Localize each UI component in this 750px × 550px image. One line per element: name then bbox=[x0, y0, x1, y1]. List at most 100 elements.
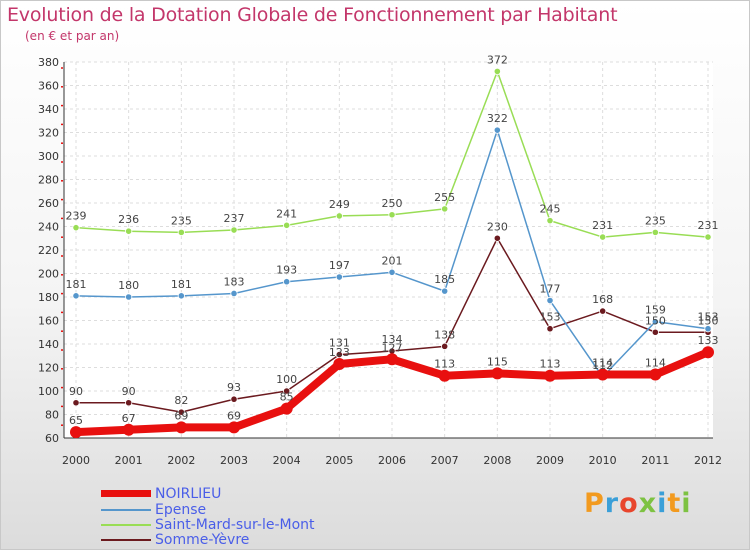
x-tick-label: 2009 bbox=[536, 454, 564, 467]
data-point bbox=[651, 228, 659, 236]
data-label: 193 bbox=[276, 264, 297, 277]
y-tick-label: 360 bbox=[38, 80, 59, 93]
data-label: 93 bbox=[227, 381, 241, 394]
data-point bbox=[441, 205, 449, 213]
data-label: 159 bbox=[645, 304, 666, 317]
data-label: 65 bbox=[69, 414, 83, 427]
data-point bbox=[441, 342, 449, 350]
data-label: 112 bbox=[592, 359, 613, 372]
data-point bbox=[491, 367, 504, 380]
data-point bbox=[386, 353, 398, 366]
data-point bbox=[125, 399, 133, 407]
x-tick-label: 2001 bbox=[115, 454, 143, 467]
x-tick-label: 2005 bbox=[325, 454, 353, 467]
data-point bbox=[335, 273, 343, 281]
data-point bbox=[493, 67, 501, 76]
data-point bbox=[228, 421, 240, 434]
data-point bbox=[651, 318, 659, 326]
data-label: 236 bbox=[118, 213, 139, 226]
x-tick-label: 2003 bbox=[220, 454, 248, 467]
data-point bbox=[72, 399, 80, 407]
data-label: 150 bbox=[698, 314, 719, 327]
data-label: 168 bbox=[592, 293, 613, 306]
chart-subtitle: (en € et par an) bbox=[25, 29, 120, 43]
legend-label-saint-mard: Saint-Mard-sur-le-Mont bbox=[155, 517, 315, 533]
brand-letter: t bbox=[667, 488, 682, 519]
data-label: 177 bbox=[540, 283, 561, 296]
data-point bbox=[546, 325, 554, 333]
data-label: 153 bbox=[540, 311, 561, 324]
data-point bbox=[70, 426, 82, 439]
data-label: 322 bbox=[487, 112, 508, 125]
y-tick-label: 160 bbox=[38, 315, 59, 328]
data-point bbox=[283, 221, 291, 229]
data-label: 138 bbox=[434, 328, 455, 341]
data-label: 115 bbox=[487, 355, 508, 368]
data-point bbox=[704, 233, 712, 241]
data-point bbox=[546, 217, 554, 225]
data-label: 181 bbox=[171, 278, 192, 291]
data-point bbox=[333, 357, 346, 370]
data-point bbox=[283, 278, 291, 286]
data-label: 127 bbox=[382, 341, 403, 354]
data-label: 153 bbox=[698, 311, 719, 324]
legend-label-noirlieu: NOIRLIEU bbox=[155, 486, 222, 502]
data-point bbox=[544, 369, 556, 382]
data-label: 183 bbox=[224, 275, 245, 288]
data-point bbox=[175, 421, 188, 434]
x-tick-label: 2004 bbox=[273, 454, 301, 467]
data-point bbox=[230, 289, 238, 298]
brand-letter: r bbox=[604, 488, 620, 519]
data-label: 241 bbox=[276, 207, 297, 220]
brand-letter: i bbox=[681, 488, 692, 519]
data-point bbox=[546, 296, 554, 305]
data-point bbox=[122, 423, 135, 436]
x-tick-label: 2010 bbox=[589, 454, 617, 467]
y-tick-label: 100 bbox=[38, 385, 59, 398]
y-tick-label: 240 bbox=[38, 221, 59, 234]
chart-title: Evolution de la Dotation Globale de Fonc… bbox=[7, 4, 618, 26]
data-label: 250 bbox=[382, 197, 403, 210]
y-tick-label: 200 bbox=[38, 268, 59, 281]
data-label: 372 bbox=[487, 53, 508, 66]
data-label: 237 bbox=[224, 212, 245, 225]
data-point bbox=[651, 328, 659, 336]
x-tick-label: 2011 bbox=[641, 454, 669, 467]
data-label: 185 bbox=[434, 273, 455, 286]
brand-letter: o bbox=[619, 488, 639, 519]
y-tick-label: 60 bbox=[45, 432, 59, 445]
data-point bbox=[493, 126, 501, 134]
data-point bbox=[441, 287, 449, 295]
data-label: 201 bbox=[382, 254, 403, 267]
data-label: 90 bbox=[122, 385, 136, 398]
data-point bbox=[493, 234, 501, 242]
data-label: 82 bbox=[174, 394, 188, 407]
data-point bbox=[596, 368, 609, 381]
data-label: 85 bbox=[280, 391, 294, 404]
data-label: 100 bbox=[276, 373, 297, 386]
data-point bbox=[704, 325, 712, 333]
data-point bbox=[230, 395, 238, 403]
data-point bbox=[230, 226, 238, 234]
y-tick-label: 180 bbox=[38, 291, 59, 304]
data-label: 197 bbox=[329, 259, 350, 272]
data-point bbox=[388, 211, 396, 219]
y-tick-label: 280 bbox=[38, 174, 59, 187]
y-tick-label: 80 bbox=[45, 409, 59, 422]
data-point bbox=[72, 292, 80, 300]
data-label: 180 bbox=[118, 279, 139, 292]
data-label: 69 bbox=[174, 409, 188, 422]
data-label: 245 bbox=[540, 203, 561, 216]
y-tick-label: 140 bbox=[38, 338, 59, 351]
y-tick-label: 120 bbox=[38, 362, 59, 375]
data-label: 113 bbox=[540, 358, 561, 371]
brand-letter: x bbox=[638, 488, 658, 519]
data-label: 90 bbox=[69, 385, 83, 398]
data-label: 150 bbox=[645, 314, 666, 327]
x-tick-label: 2006 bbox=[378, 454, 406, 467]
data-point bbox=[599, 233, 607, 241]
x-tick-label: 2012 bbox=[694, 454, 722, 467]
data-point bbox=[702, 346, 714, 359]
